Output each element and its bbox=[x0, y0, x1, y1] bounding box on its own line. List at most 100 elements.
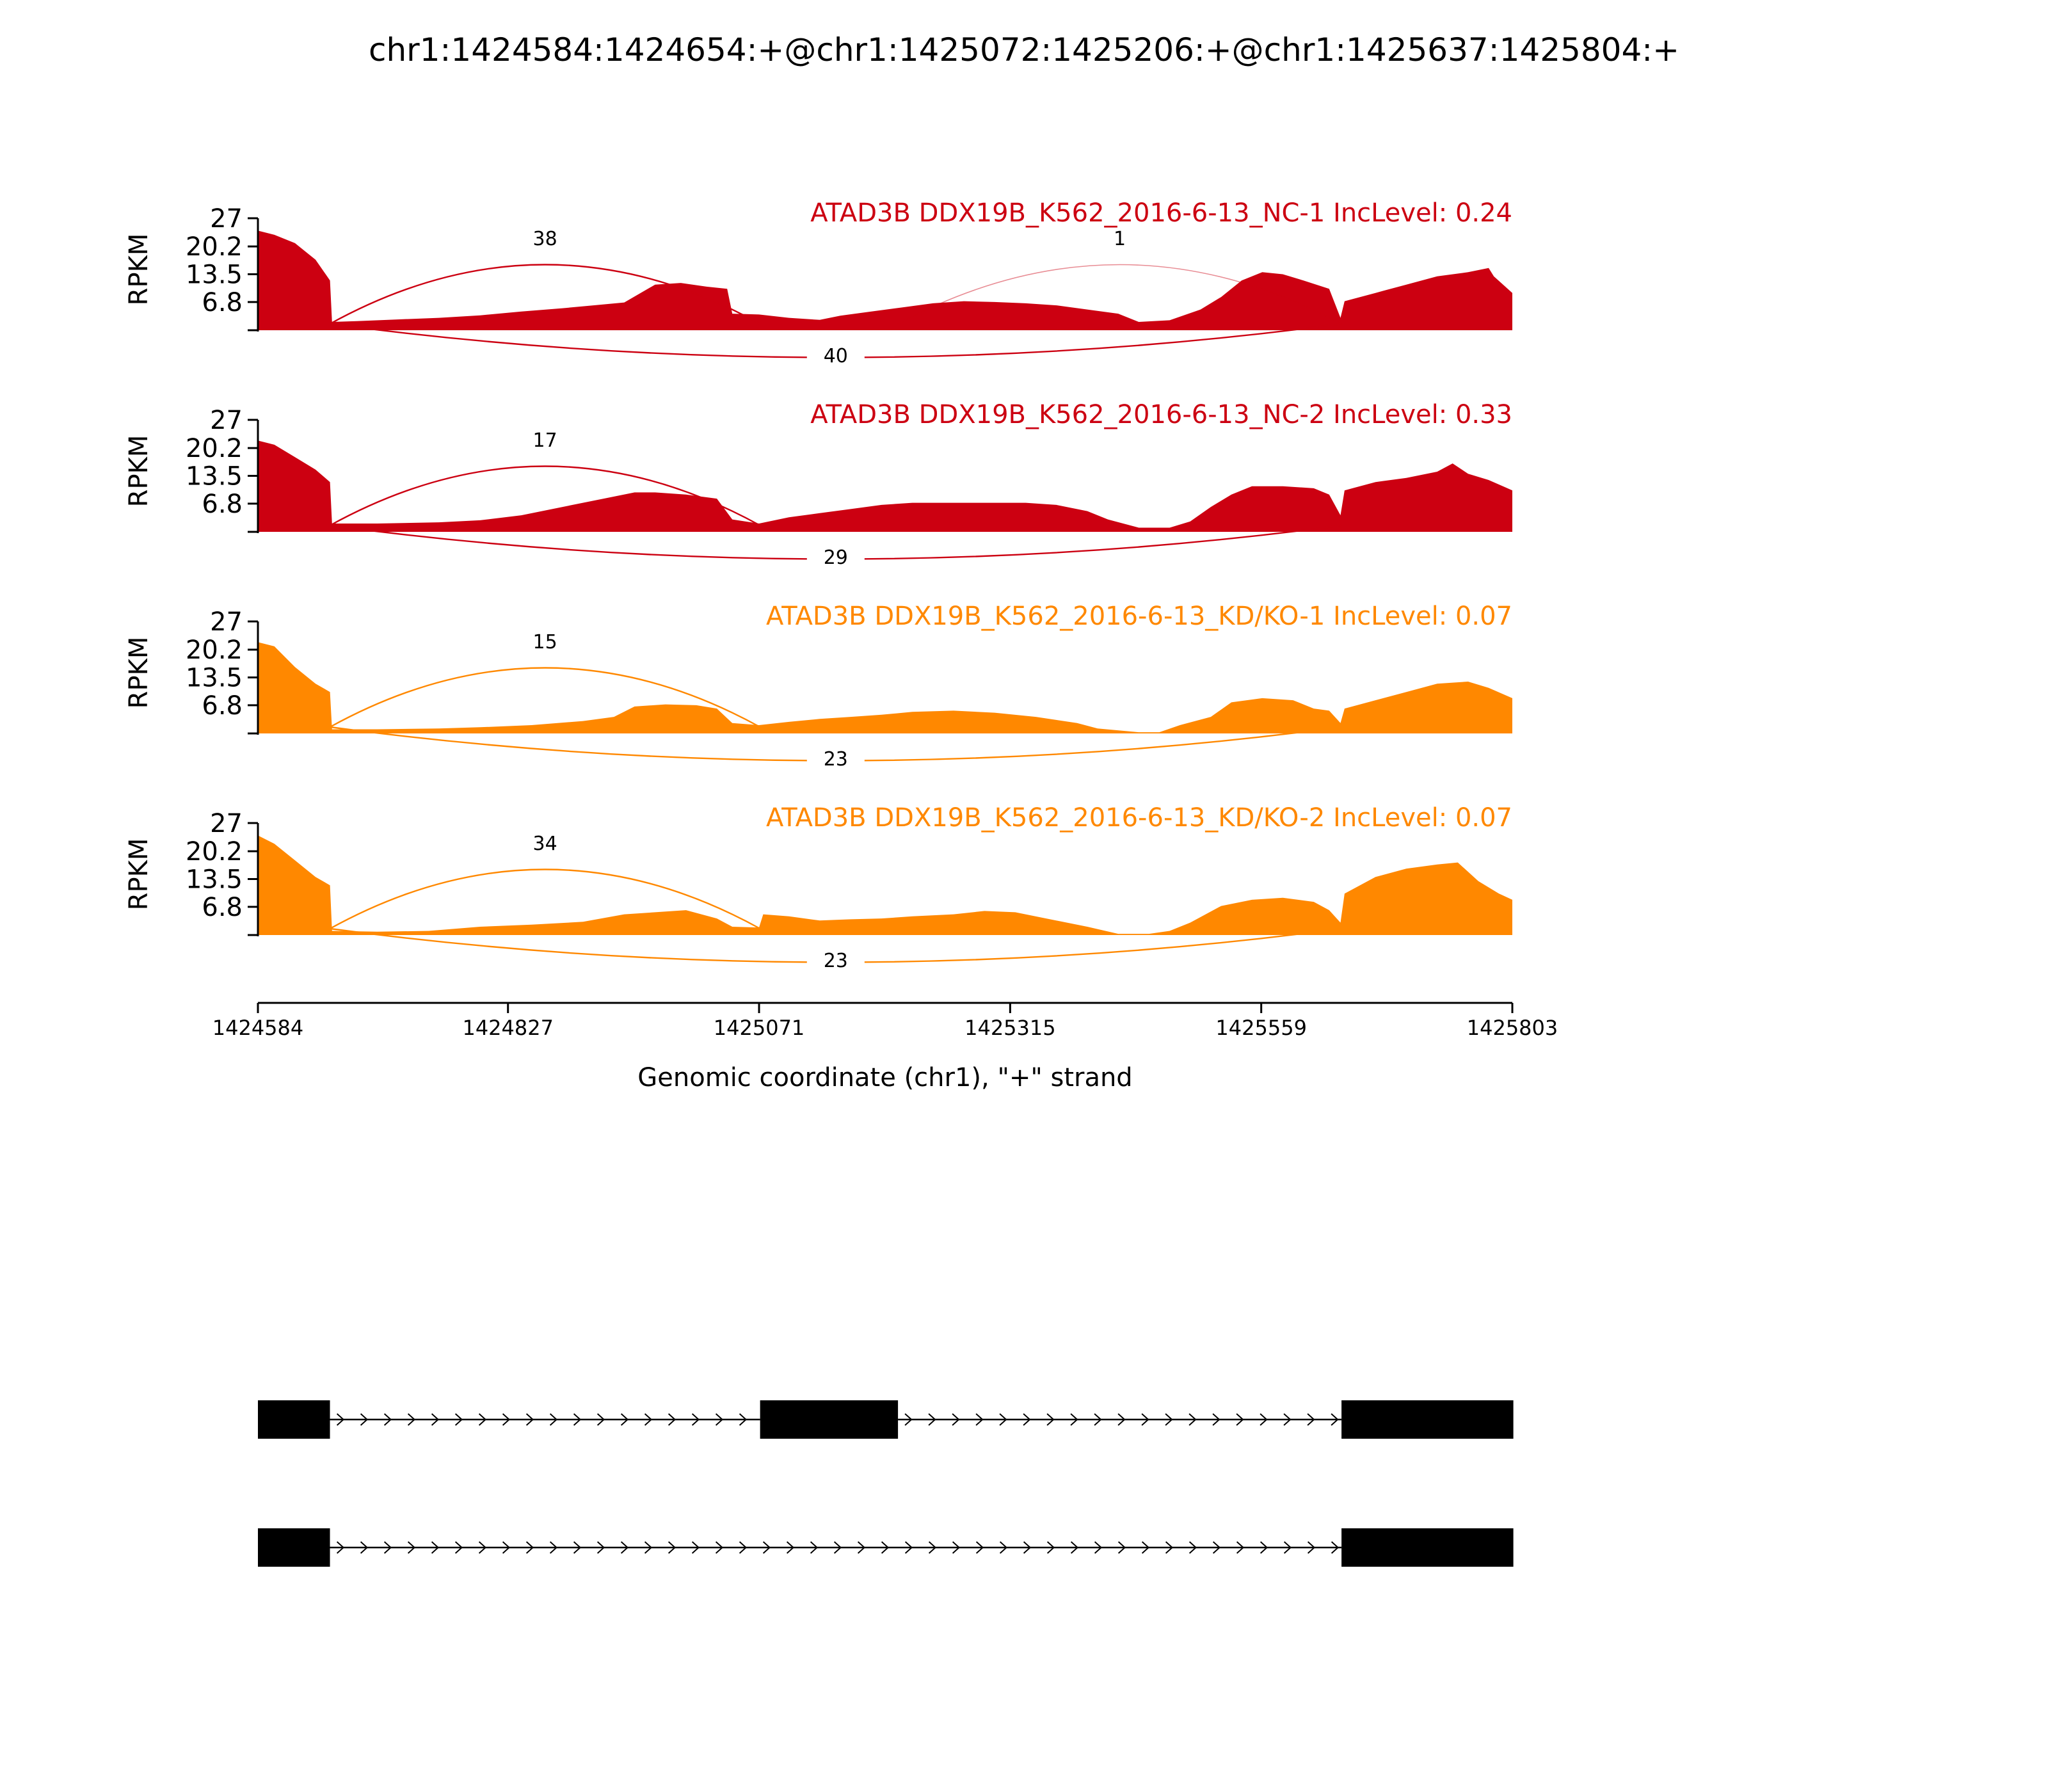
strand-arrow bbox=[1023, 1413, 1031, 1426]
strand-arrow bbox=[525, 1413, 534, 1426]
strand-arrow bbox=[975, 1413, 984, 1426]
series-title: ATAD3B DDX19B_K562_2016-6-13_KD/KO-1 Inc… bbox=[766, 602, 1512, 631]
y-axis-label: RPKM bbox=[124, 637, 154, 709]
series-title: ATAD3B DDX19B_K562_2016-6-13_NC-2 IncLev… bbox=[810, 400, 1512, 429]
junction-count: 40 bbox=[824, 345, 848, 367]
strand-arrow bbox=[904, 1541, 913, 1554]
strand-arrow bbox=[1260, 1413, 1268, 1426]
exon-block bbox=[1341, 1400, 1514, 1439]
junction-arc bbox=[330, 465, 761, 527]
strand-arrow bbox=[360, 1413, 369, 1426]
y-axis-label: RPKM bbox=[124, 234, 154, 306]
exon-block bbox=[258, 1400, 330, 1439]
y-tick-label: 6.8 bbox=[202, 691, 243, 721]
strand-arrow bbox=[1141, 1541, 1150, 1554]
strand-arrow bbox=[478, 1541, 487, 1554]
strand-arrow bbox=[928, 1413, 936, 1426]
x-axis: 1424584 1424827 1425071 1425315 1425559 14258… bbox=[212, 1002, 1558, 1040]
coverage-area bbox=[258, 440, 1512, 532]
strand-arrow bbox=[1212, 1541, 1221, 1554]
y-tick-label: 20.2 bbox=[186, 837, 243, 867]
junction-arc bbox=[330, 667, 761, 728]
y-tick-label: 13.5 bbox=[186, 260, 243, 290]
strand-arrow bbox=[1307, 1541, 1316, 1554]
strand-arrow bbox=[502, 1541, 511, 1554]
x-tick-label: 1425071 bbox=[714, 1016, 805, 1040]
strand-arrow bbox=[644, 1541, 653, 1554]
strand-arrow bbox=[573, 1541, 582, 1554]
strand-arrow bbox=[502, 1413, 511, 1426]
strand-arrow bbox=[1094, 1541, 1103, 1554]
strand-arrow bbox=[620, 1413, 629, 1426]
exon-block bbox=[760, 1400, 899, 1439]
junction-count: 29 bbox=[824, 547, 848, 569]
junction-count: 34 bbox=[533, 833, 557, 855]
strand-arrow bbox=[1023, 1541, 1032, 1554]
strand-arrow bbox=[336, 1541, 345, 1554]
strand-arrow bbox=[431, 1413, 440, 1426]
strand-arrow bbox=[999, 1413, 1007, 1426]
strand-arrow bbox=[1165, 1413, 1173, 1426]
y-tick-label: 13.5 bbox=[186, 865, 243, 895]
gene-models bbox=[258, 1400, 1514, 1567]
junction-count: 17 bbox=[533, 429, 557, 452]
strand-arrow bbox=[691, 1541, 700, 1554]
isoform-track bbox=[258, 1528, 1514, 1567]
y-tick-label: 6.8 bbox=[202, 288, 243, 317]
y-tick-label: 27 bbox=[210, 204, 243, 234]
strand-arrow bbox=[549, 1541, 558, 1554]
strand-arrow bbox=[1188, 1413, 1197, 1426]
strand-arrow bbox=[478, 1413, 487, 1426]
strand-arrow bbox=[1236, 1541, 1245, 1554]
series-title: ATAD3B DDX19B_K562_2016-6-13_NC-1 IncLev… bbox=[810, 198, 1512, 228]
strand-arrow bbox=[431, 1541, 440, 1554]
strand-arrow bbox=[881, 1541, 890, 1554]
strand-arrow bbox=[691, 1413, 700, 1426]
strand-arrow bbox=[644, 1413, 653, 1426]
y-tick-label: 20.2 bbox=[186, 232, 243, 262]
x-tick-label: 1425803 bbox=[1467, 1016, 1558, 1040]
strand-arrow bbox=[999, 1541, 1008, 1554]
junction-label-bg bbox=[1091, 230, 1149, 250]
isoform-track bbox=[258, 1400, 1514, 1439]
strand-arrow bbox=[407, 1413, 416, 1426]
strand-arrow bbox=[1283, 1413, 1292, 1426]
strand-arrow bbox=[596, 1413, 605, 1426]
junction-arc bbox=[897, 264, 1342, 324]
strand-arrow bbox=[668, 1541, 676, 1554]
strand-arrow bbox=[1165, 1541, 1174, 1554]
strand-arrow bbox=[1236, 1413, 1244, 1426]
y-tick-label: 27 bbox=[210, 607, 243, 637]
junction-label-bg bbox=[806, 548, 865, 569]
exon-block bbox=[258, 1528, 330, 1567]
coverage-area bbox=[258, 642, 1512, 733]
y-tick-label: 20.2 bbox=[186, 434, 243, 463]
strand-arrow bbox=[1331, 1541, 1340, 1554]
strand-arrow bbox=[1046, 1541, 1055, 1554]
strand-arrow bbox=[833, 1541, 842, 1554]
strand-arrow bbox=[1307, 1413, 1315, 1426]
y-tick-label: 20.2 bbox=[186, 636, 243, 665]
series-title: ATAD3B DDX19B_K562_2016-6-13_KD/KO-2 Inc… bbox=[766, 803, 1512, 833]
strand-arrow bbox=[810, 1541, 819, 1554]
strand-arrow bbox=[952, 1413, 960, 1426]
strand-arrow bbox=[1070, 1413, 1078, 1426]
y-tick-label: 27 bbox=[210, 406, 243, 435]
strand-arrow bbox=[1141, 1413, 1149, 1426]
strand-arrow bbox=[620, 1541, 629, 1554]
strand-arrow bbox=[1117, 1541, 1126, 1554]
strand-arrow bbox=[928, 1541, 937, 1554]
strand-arrow bbox=[715, 1413, 724, 1426]
strand-arrow bbox=[739, 1413, 748, 1426]
strand-arrow bbox=[1283, 1541, 1292, 1554]
junction-arc bbox=[330, 264, 761, 325]
strand-arrow bbox=[383, 1541, 392, 1554]
figure-title: chr1:1424584:1424654:+@chr1:1425072:1425… bbox=[369, 31, 1679, 68]
coverage-area bbox=[258, 230, 1512, 330]
strand-arrow bbox=[1046, 1413, 1055, 1426]
coverage-panel: 6.813.520.227 RPKM ATAD3B DDX19B_K562_2016… bbox=[124, 602, 1512, 771]
strand-arrow bbox=[407, 1541, 416, 1554]
strand-arrow bbox=[454, 1541, 463, 1554]
